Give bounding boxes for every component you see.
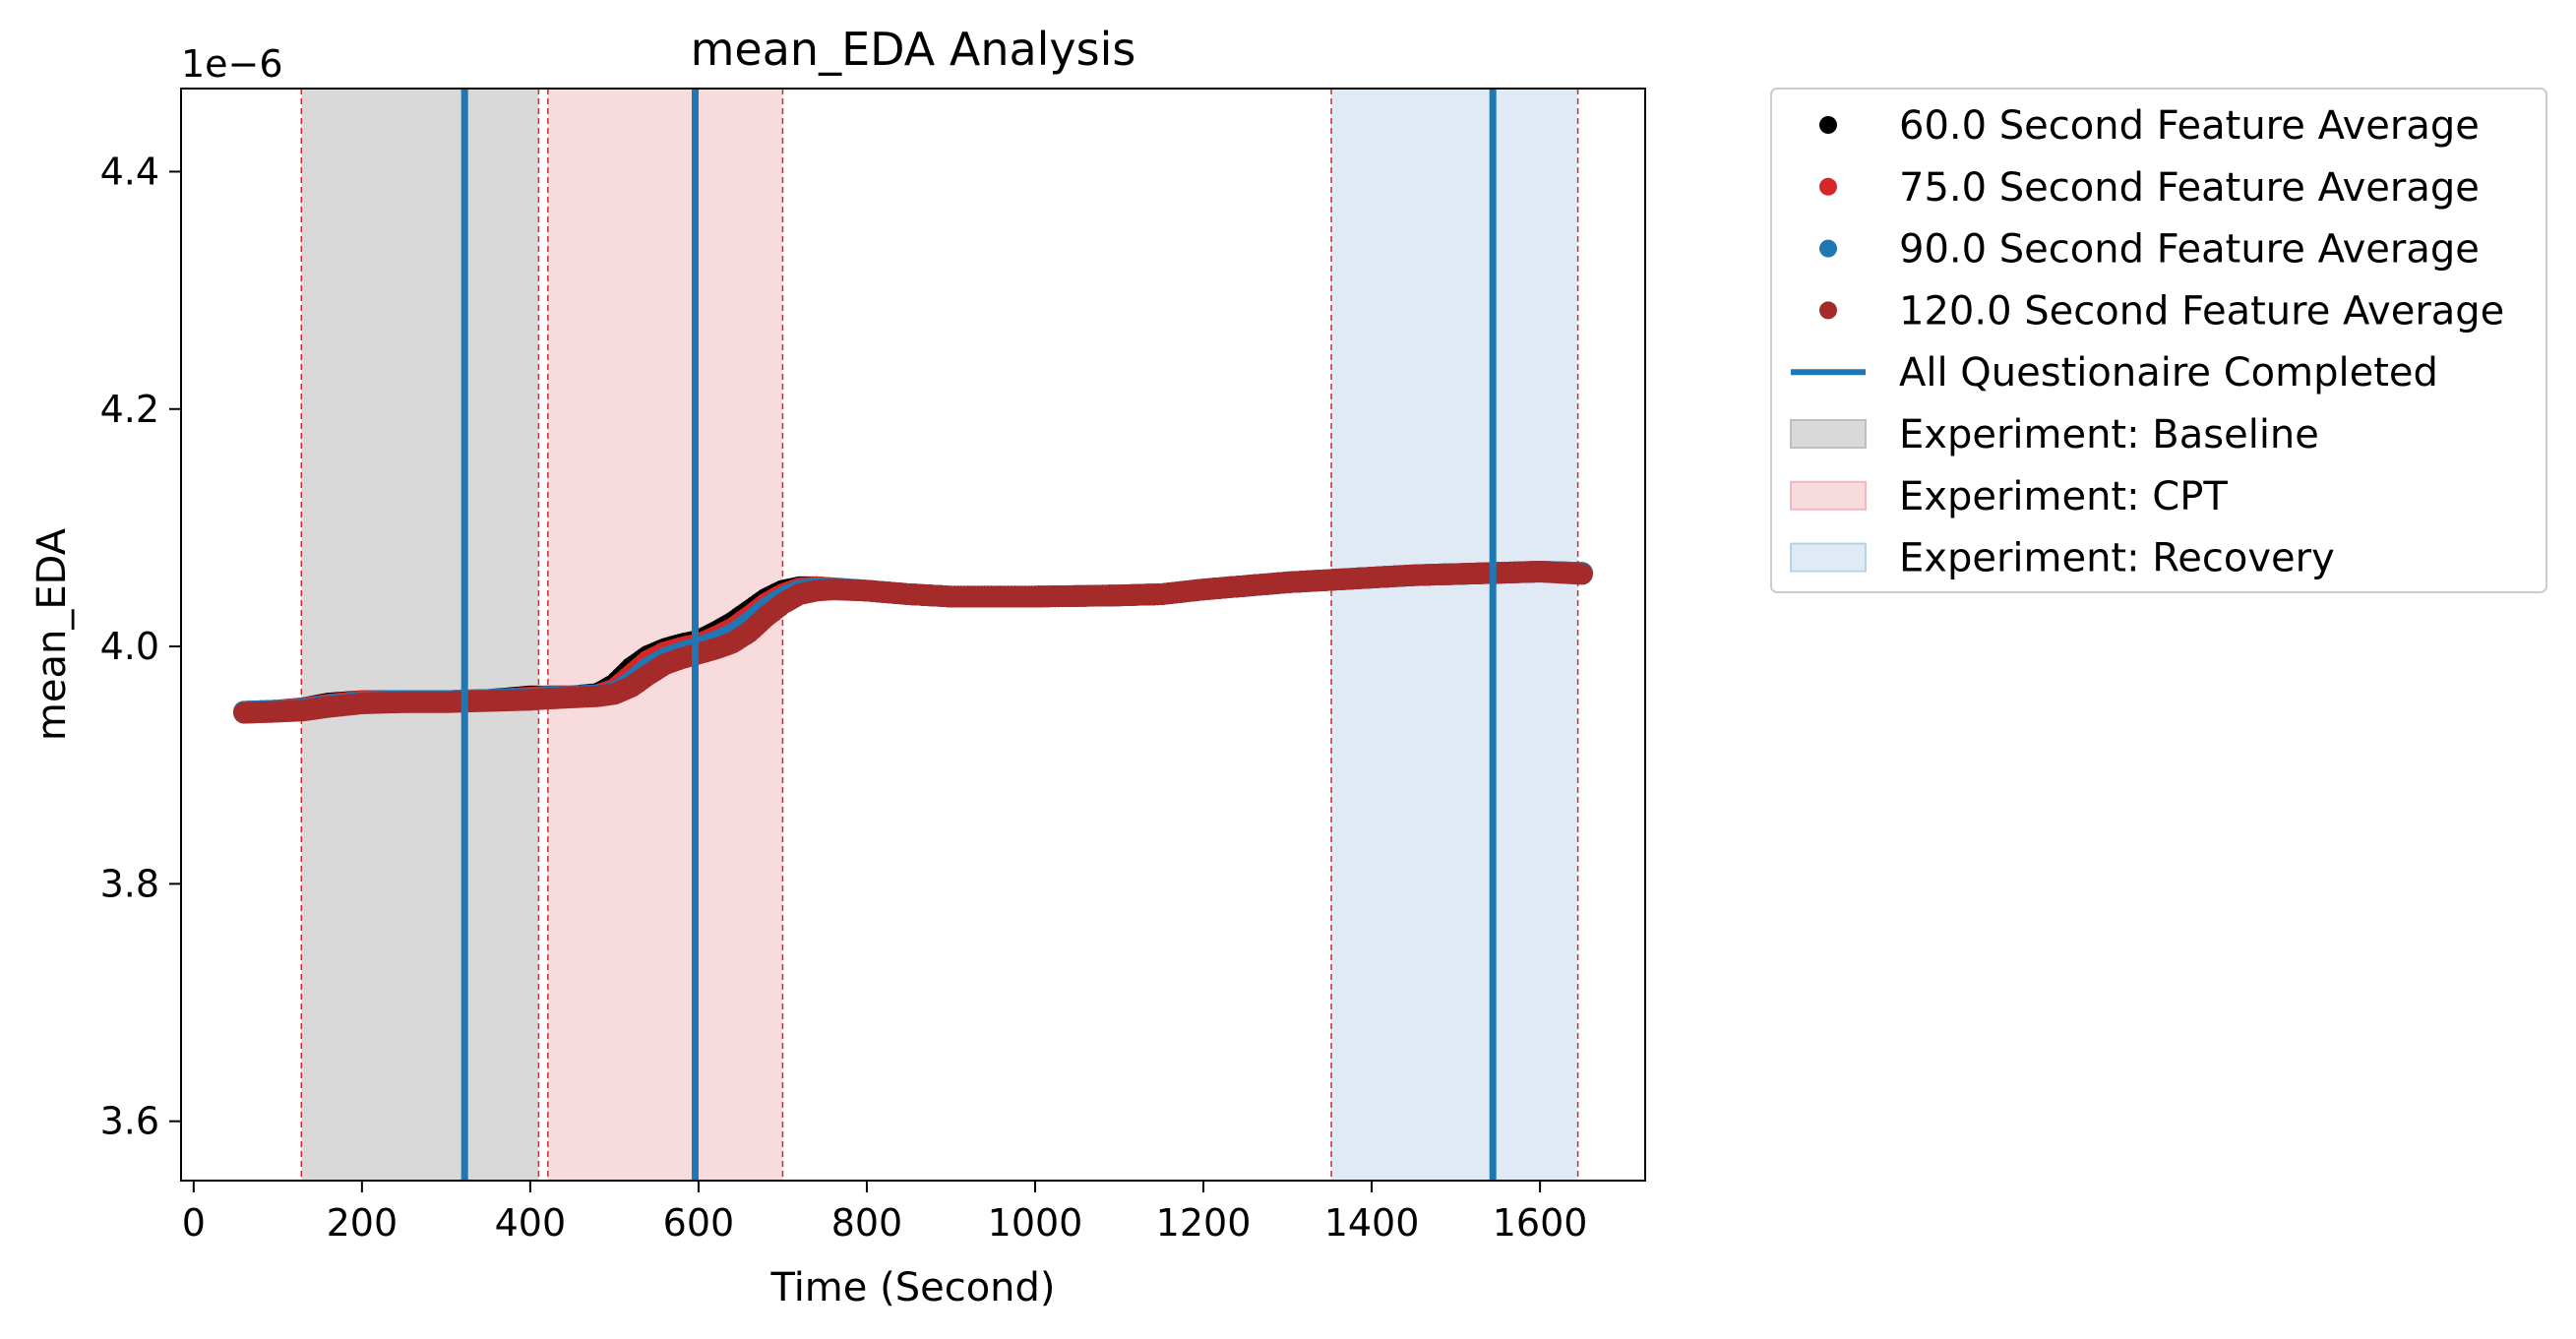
- data-point: [1570, 563, 1593, 585]
- legend-patch: [1790, 419, 1867, 449]
- legend-box: [1770, 88, 2547, 593]
- span-experiment-recovery: [1331, 89, 1578, 1181]
- experiment-spans: [300, 89, 1579, 1181]
- x-tick-label: 600: [663, 1201, 735, 1245]
- legend-label: 90.0 Second Feature Average: [1899, 227, 2480, 273]
- legend-label: All Questionaire Completed: [1899, 350, 2438, 396]
- y-tick-label: 4.0: [100, 625, 159, 668]
- legend-marker: [1819, 177, 1837, 196]
- y-tick-label: 3.6: [100, 1100, 159, 1143]
- legend-item-60-0-second-feature-average: 60.0 Second Feature Average: [1819, 103, 2480, 149]
- y-axis-ticks: 3.6 3.8 4.0 4.2 4.4: [100, 150, 181, 1143]
- legend-item-90-0-second-feature-average: 90.0 Second Feature Average: [1819, 227, 2480, 273]
- x-tick-label: 1600: [1493, 1201, 1588, 1245]
- legend-item-experiment-baseline: Experiment: Baseline: [1790, 412, 2319, 457]
- x-tick-label: 1200: [1156, 1201, 1252, 1245]
- span-experiment-baseline: [301, 89, 539, 1181]
- y-offset-label: 1e−6: [181, 42, 283, 86]
- data-series: [233, 561, 1593, 724]
- legend-label: 75.0 Second Feature Average: [1899, 165, 2480, 211]
- y-axis-label: mean_EDA: [30, 527, 75, 741]
- x-tick-label: 0: [182, 1201, 206, 1245]
- legend-item-all-questionaire-completed: All Questionaire Completed: [1791, 350, 2438, 396]
- legend-label: Experiment: CPT: [1899, 474, 2228, 519]
- legend-patch: [1790, 480, 1867, 511]
- x-tick-label: 400: [495, 1201, 567, 1245]
- y-tick-label: 3.8: [100, 862, 159, 905]
- x-tick-label: 200: [327, 1201, 399, 1245]
- questionnaire-lines: [460, 89, 1497, 1181]
- y-tick-label: 4.4: [100, 150, 159, 193]
- x-tick-label: 1000: [988, 1201, 1083, 1245]
- legend-patch: [1790, 542, 1867, 573]
- x-tick-label: 800: [831, 1201, 903, 1245]
- chart-title: mean_EDA Analysis: [691, 23, 1136, 76]
- legend-marker: [1819, 116, 1837, 134]
- legend-item-120-0-second-feature-average: 120.0 Second Feature Average: [1819, 288, 2504, 334]
- legend-label: 120.0 Second Feature Average: [1899, 288, 2504, 334]
- y-tick-label: 4.2: [100, 388, 159, 431]
- x-axis-label: Time (Second): [769, 1265, 1055, 1310]
- legend-label: Experiment: Baseline: [1899, 412, 2319, 457]
- legend-item-75-0-second-feature-average: 75.0 Second Feature Average: [1819, 165, 2480, 211]
- legend-item-experiment-recovery: Experiment: Recovery: [1790, 536, 2335, 581]
- legend: 60.0 Second Feature Average 75.0 Second F…: [1770, 88, 2547, 593]
- legend-item-experiment-cpt: Experiment: CPT: [1790, 474, 2228, 519]
- x-tick-label: 1400: [1324, 1201, 1420, 1245]
- legend-label: 60.0 Second Feature Average: [1899, 103, 2480, 149]
- plot-frame: [180, 88, 1646, 1182]
- series-120-0-second-feature-average: [233, 561, 1593, 724]
- legend-marker: [1819, 239, 1837, 258]
- legend-marker: [1819, 301, 1837, 320]
- legend-label: Experiment: Recovery: [1899, 536, 2335, 581]
- x-axis-ticks: 0 200 400 600 800 1000 1200 1400 1600: [182, 1181, 1588, 1245]
